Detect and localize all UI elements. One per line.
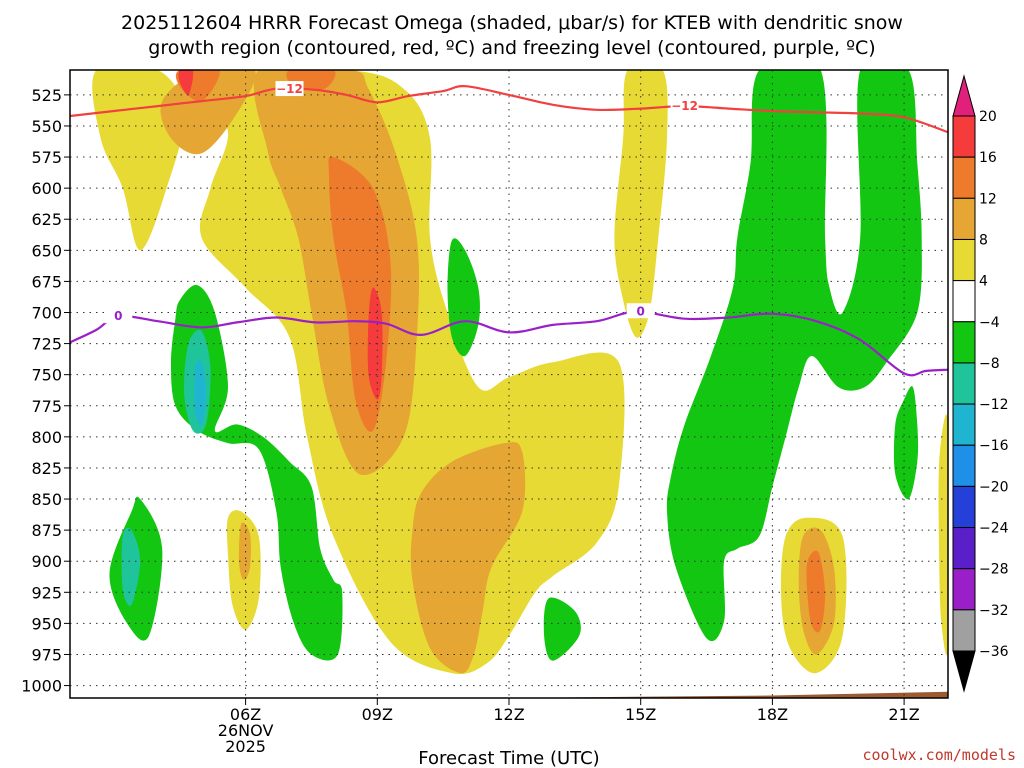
freezing-level-contour-label-bg-1	[626, 303, 655, 319]
colorbar-bin-5	[952, 321, 976, 364]
x-tick-label-12Z: 12Z	[493, 705, 524, 724]
y-tick-label-825: 825	[31, 459, 62, 478]
omega-positive-region-11	[410, 442, 526, 674]
colorbar-label-0: 20	[979, 109, 997, 125]
colorbar-label-1: 16	[979, 150, 997, 166]
omega-negative-region-23	[543, 597, 581, 661]
y-tick-label-725: 725	[31, 335, 62, 354]
colorbar-label-8: −16	[979, 438, 1009, 454]
colorbar-label-9: −20	[979, 479, 1009, 495]
y-tick-label-800: 800	[31, 428, 62, 447]
colorbar-bin-8	[952, 444, 976, 487]
chart-title-line-1: 2025112604 HRRR Forecast Omega (shaded, …	[121, 12, 903, 34]
x-tick-date-label: 26NOV	[218, 721, 274, 740]
colorbar-bin-0	[952, 115, 976, 158]
y-tick-label-925: 925	[31, 583, 62, 602]
colorbar-bin-12	[952, 609, 976, 652]
colorbar-label-3: 8	[979, 232, 988, 248]
y-tick-label-850: 850	[31, 490, 62, 509]
colorbar-bottom-arrow	[952, 650, 976, 693]
terrain-surface	[70, 691, 948, 698]
freezing-level-contour-line	[70, 309, 948, 377]
colorbar-label-12: −32	[979, 603, 1009, 619]
colorbar-bin-10	[952, 527, 976, 570]
y-tick-label-600: 600	[31, 179, 62, 198]
y-tick-label-575: 575	[31, 148, 62, 167]
x-tick-label-18Z: 18Z	[757, 705, 788, 724]
y-tick-label-875: 875	[31, 521, 62, 540]
freezing-level-contour-label-1: 0	[637, 304, 645, 318]
colorbar-label-11: −28	[979, 562, 1009, 578]
terrain-layer	[70, 691, 948, 698]
y-tick-label-675: 675	[31, 272, 62, 291]
y-tick-label-700: 700	[31, 303, 62, 322]
y-tick-label-775: 775	[31, 397, 62, 416]
colorbar-label-6: −8	[979, 356, 1000, 372]
colorbar-label-10: −24	[979, 521, 1009, 537]
freezing-level-contour-label-bg-0	[104, 308, 133, 324]
x-axis-title: Forecast Time (UTC)	[418, 748, 599, 768]
dgz-minus12-contour-line	[70, 85, 948, 134]
omega-positive-region-8	[367, 287, 383, 400]
credit-text[interactable]: coolwx.com/models	[862, 746, 1016, 764]
omega-negative-region-21	[194, 360, 207, 426]
y-tick-label-750: 750	[31, 366, 62, 385]
colorbar-bin-6	[952, 362, 976, 405]
colorbar-label-13: −36	[979, 644, 1009, 660]
dgz-minus12-contour-label-1: −12	[671, 99, 698, 113]
omega-positive-region-16	[938, 414, 948, 656]
omega-negative-region-18	[121, 527, 141, 606]
contour-layer: −12 −12 0 0	[70, 81, 948, 377]
chart-title-line-2: growth region (contoured, red, ºC) and f…	[148, 37, 875, 59]
colorbar-bin-11	[952, 568, 976, 611]
x-tick-label-06Z: 06Z	[230, 705, 261, 724]
dgz-minus12-contour-label-0: −12	[276, 82, 303, 96]
colorbar-bin-7	[952, 403, 976, 446]
y-tick-label-950: 950	[31, 614, 62, 633]
colorbar-label-7: −12	[979, 397, 1009, 413]
grid-layer	[70, 70, 948, 698]
dgz-minus12-contour-label-bg-0	[275, 81, 304, 97]
y-tick-label-1000: 1000	[21, 677, 62, 696]
omega-shading-layer	[92, 70, 948, 674]
omega-positive-region-15	[806, 550, 826, 633]
x-tick-label-15Z: 15Z	[625, 705, 656, 724]
colorbar-bin-1	[952, 156, 976, 199]
omega-positive-region-12	[614, 70, 668, 338]
y-tick-label-650: 650	[31, 241, 62, 260]
y-axis: 525 550 575 600 625 650 675 700 725 750 775 800 825 8…	[21, 86, 70, 696]
colorbar-bin-3	[952, 238, 976, 282]
colorbar-bin-9	[952, 485, 976, 529]
omega-negative-region-19	[171, 284, 343, 661]
freezing-level-contour-label-0: 0	[114, 309, 122, 323]
omega-negative-region-24	[666, 70, 922, 642]
x-tick-label-21Z: 21Z	[888, 705, 919, 724]
colorbar-label-5: −4	[979, 315, 1000, 331]
colorbar-top-arrow	[952, 74, 976, 117]
y-tick-label-525: 525	[31, 86, 62, 105]
colorbar-label-4: 4	[979, 274, 988, 290]
y-tick-label-550: 550	[31, 117, 62, 136]
omega-negative-region-22	[447, 238, 480, 357]
colorbar: 20 16 12 8 4 −4 −8 −12 −16 −20 −24 −28 −32 −36	[952, 74, 1009, 693]
colorbar-bin-4	[952, 280, 976, 323]
y-tick-label-975: 975	[31, 645, 62, 664]
colorbar-bin-2	[952, 197, 976, 240]
y-tick-label-900: 900	[31, 552, 62, 571]
omega-positive-region-10	[238, 522, 251, 581]
omega-negative-region-25	[893, 386, 919, 500]
omega-positive-region-7	[178, 70, 194, 96]
colorbar-label-2: 12	[979, 191, 997, 207]
x-tick-label-09Z: 09Z	[362, 705, 393, 724]
y-tick-label-625: 625	[31, 210, 62, 229]
x-tick-year-label: 2025	[225, 737, 266, 756]
dgz-minus12-contour-label-bg-1	[670, 98, 699, 114]
